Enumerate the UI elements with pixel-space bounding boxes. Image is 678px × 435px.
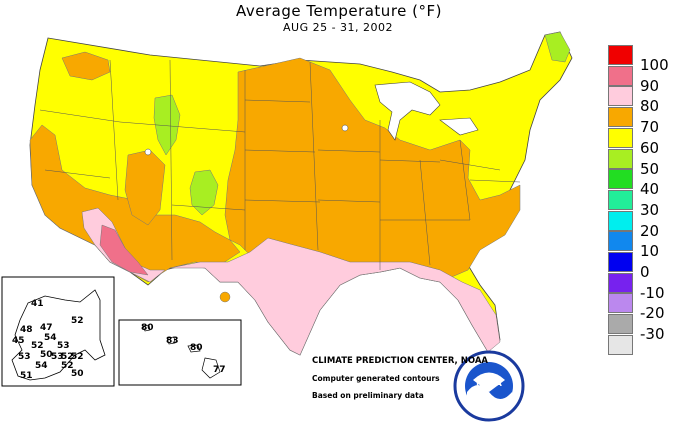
- alaska-temp-label: 50: [40, 350, 53, 360]
- conus-orange-spot: [219, 291, 231, 303]
- legend-swatch: [608, 231, 633, 252]
- legend-swatch: [608, 169, 633, 190]
- legend-label: 90: [640, 76, 660, 95]
- alaska-outline: [11, 289, 106, 381]
- hawaii-frame: [118, 319, 242, 386]
- legend-swatch: [608, 210, 633, 231]
- legend-swatch: [608, 65, 633, 86]
- alaska-temp-label: 53: [51, 352, 64, 362]
- alaska-temp-label: 45: [12, 336, 25, 346]
- alaska-temp-label: 47: [40, 323, 53, 333]
- alaska-temp-label: 53: [57, 341, 70, 351]
- noaa-logo-label: NOAA: [476, 379, 502, 388]
- alaska-temp-label: 51: [20, 371, 33, 381]
- alaska-temp-label: 41: [31, 299, 44, 309]
- conus-green-newengland: [544, 31, 571, 63]
- hawaii-island-maui: [187, 344, 201, 353]
- conus-green-rockies-s: [189, 169, 219, 216]
- state-borders: [39, 59, 521, 270]
- hawaii-temp-label: 80: [190, 343, 203, 353]
- alaska-temp-label: 48: [20, 325, 33, 335]
- alaska-temp-label: 52: [31, 341, 44, 351]
- alaska-temp-label: 52: [71, 316, 84, 326]
- alaska-inset: [1, 276, 115, 387]
- legend-swatch: [608, 86, 633, 107]
- legend-swatch: [608, 189, 633, 210]
- map-title: Average Temperature (°F): [236, 2, 442, 20]
- credit-line1: Computer generated contours: [312, 374, 440, 383]
- hawaii-island-big: [201, 357, 221, 379]
- hawaii-island-kauai: [142, 324, 151, 332]
- legend-swatch: [608, 45, 633, 65]
- legend-label: 40: [640, 180, 660, 199]
- alaska-temp-label: 52: [71, 352, 84, 362]
- legend-label: 80: [640, 97, 660, 116]
- map-date: AUG 25 - 31, 2002: [283, 21, 394, 34]
- great-lakes: [374, 81, 479, 141]
- hawaii-temp-label: 80: [141, 323, 154, 333]
- legend-label: 10: [640, 242, 660, 261]
- legend-label: 60: [640, 138, 660, 157]
- legend-label: 20: [640, 221, 660, 240]
- legend-label: 0: [640, 263, 650, 281]
- conus-orange-central: [224, 57, 521, 291]
- alaska-temp-label: 54: [35, 361, 48, 371]
- hawaii-temp-label: 83: [166, 336, 179, 346]
- hawaii-island-oahu: [166, 336, 176, 345]
- alaska-temp-label: 54: [44, 333, 57, 343]
- conus-orange-nw: [61, 51, 111, 81]
- noaa-logo: NOAA: [453, 350, 525, 422]
- alaska-temp-label: 53: [18, 352, 31, 362]
- lake-spot-1: [144, 148, 152, 156]
- alaska-temp-label: 50: [71, 369, 84, 379]
- alaska-temp-label: 52: [61, 361, 74, 371]
- hawaii-inset: [118, 319, 242, 386]
- conus-map: [29, 31, 573, 356]
- legend-swatch: [608, 334, 633, 355]
- conus-orange-rockies: [124, 149, 166, 226]
- legend-label: 70: [640, 118, 660, 137]
- credit-center: CLIMATE PREDICTION CENTER, NOAA: [312, 356, 488, 366]
- legend-label: 50: [640, 159, 660, 178]
- hawaii-temp-label: 77: [213, 365, 226, 375]
- lake-spot-2: [341, 124, 349, 132]
- legend-swatch: [608, 107, 633, 128]
- alaska-temp-label: 52: [61, 352, 74, 362]
- legend-label: 100: [640, 56, 669, 74]
- legend-label: -10: [640, 283, 665, 302]
- legend-swatch: [608, 293, 633, 314]
- legend-swatch: [608, 272, 633, 293]
- conus-hot-desert: [99, 224, 149, 276]
- legend-label: 30: [640, 200, 660, 219]
- legend-swatch: [608, 148, 633, 169]
- credit-line2: Based on preliminary data: [312, 391, 424, 400]
- legend-label: -20: [640, 304, 665, 323]
- conus-pink-south: [169, 237, 501, 356]
- legend-swatch: [608, 252, 633, 272]
- legend-swatch: [608, 314, 633, 335]
- legend-swatch: [608, 127, 633, 148]
- legend-label: -30: [640, 325, 665, 344]
